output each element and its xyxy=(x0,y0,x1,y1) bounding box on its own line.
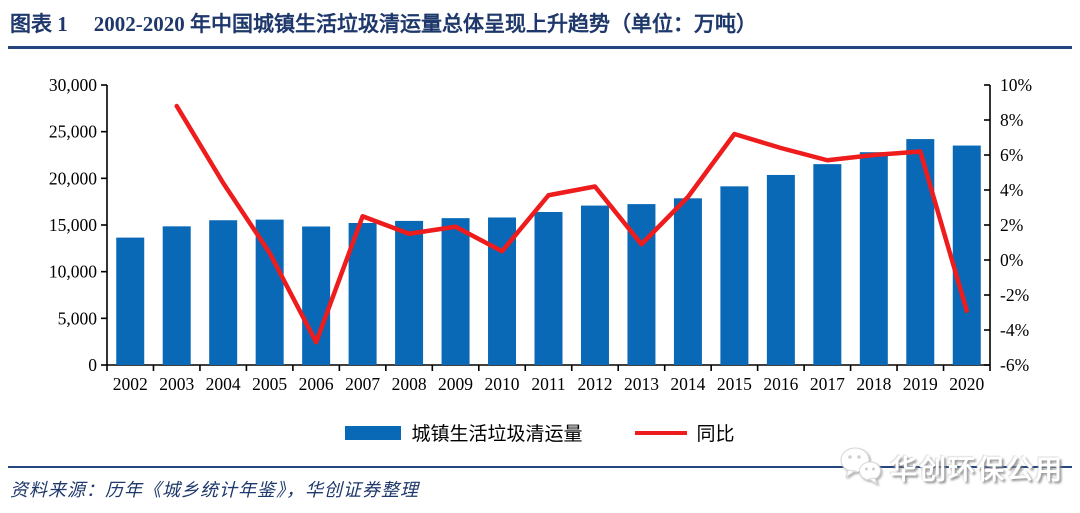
right-axis-tick-label: -4% xyxy=(1000,320,1029,340)
chart-canvas: 0 5,000 10,000 15,000 20,000 25,000 30,000 -6% -… xyxy=(49,75,1032,394)
legend-line-swatch xyxy=(634,430,687,435)
x-axis-category-label: 2008 xyxy=(392,374,427,394)
left-axis-tick-label: 5,000 xyxy=(58,308,98,328)
right-axis-tick-label: 10% xyxy=(1000,75,1032,95)
wechat-icon xyxy=(836,443,886,492)
account-watermark: 华创环保公用 xyxy=(836,441,1064,493)
x-axis-category-label: 2013 xyxy=(624,374,659,394)
right-axis-tick-label: 4% xyxy=(1000,180,1023,200)
figure-title: 2002-2020 年中国城镇生活垃圾清运量总体呈现上升趋势（单位：万吨） xyxy=(93,12,757,36)
bar-2012 xyxy=(580,205,609,365)
x-axis-category-label: 2010 xyxy=(485,374,520,394)
x-axis-category-label: 2015 xyxy=(717,374,752,394)
x-axis-category-label: 2017 xyxy=(810,374,845,394)
title-divider-line xyxy=(8,46,1072,49)
legend-line-label: 同比 xyxy=(696,424,735,445)
bar-2015 xyxy=(720,186,749,365)
x-axis-category-label: 2012 xyxy=(577,374,612,394)
watermark-text: 华创环保公用 xyxy=(890,454,1064,485)
x-axis-category-label: 2019 xyxy=(903,374,938,394)
right-axis-tick-label: 0% xyxy=(1000,250,1023,270)
bar-2016 xyxy=(766,174,795,365)
left-axis-tick-label: 30,000 xyxy=(49,75,97,95)
bar-2008 xyxy=(395,220,424,365)
right-axis-tick-label: 2% xyxy=(1000,215,1023,235)
footer-divider-line xyxy=(8,466,1072,468)
legend-bar-swatch xyxy=(345,425,402,440)
source-note: 资料来源：历年《城乡统计年鉴》，华创证券整理 xyxy=(10,480,419,500)
right-axis-tick-label: -2% xyxy=(1000,285,1029,305)
right-axis-tick-label: -6% xyxy=(1000,355,1029,375)
x-axis-category-label: 2003 xyxy=(159,374,194,394)
figure-label: 图表 1 xyxy=(10,12,68,36)
yoy-line xyxy=(174,103,970,345)
legend-item-bar: 城镇生活垃圾清运量 xyxy=(345,419,583,446)
bar-2014 xyxy=(673,198,702,365)
bar-2019 xyxy=(906,139,935,365)
bar-2017 xyxy=(813,164,842,365)
left-axis-tick-label: 15,000 xyxy=(49,215,97,235)
left-axis-tick-label: 25,000 xyxy=(49,122,97,142)
right-axis-tick-label: 6% xyxy=(1000,145,1023,165)
legend-item-line: 同比 xyxy=(634,419,735,446)
x-axis-category-label: 2006 xyxy=(299,374,334,394)
x-axis-category-label: 2016 xyxy=(763,374,798,394)
bar-2009 xyxy=(441,218,470,365)
right-axis-tick-label: 8% xyxy=(1000,110,1023,130)
x-axis-category-label: 2020 xyxy=(949,374,984,394)
x-axis-category-label: 2014 xyxy=(670,374,705,394)
x-axis-category-label: 2002 xyxy=(113,374,148,394)
x-axis-category-label: 2018 xyxy=(856,374,891,394)
left-axis-tick-label: 20,000 xyxy=(49,168,97,188)
legend-bar-label: 城镇生活垃圾清运量 xyxy=(411,424,583,445)
x-axis-category-label: 2005 xyxy=(252,374,287,394)
bar-2011 xyxy=(534,211,563,365)
x-axis-category-label: 2007 xyxy=(345,374,380,394)
bar-2003 xyxy=(162,226,191,365)
figure-title-row: 图表 1 2002-2020 年中国城镇生活垃圾清运量总体呈现上升趋势（单位：万… xyxy=(10,8,1070,38)
bar-2005 xyxy=(255,219,284,365)
x-axis-category-label: 2004 xyxy=(206,374,241,394)
left-axis-tick-label: 0 xyxy=(88,355,97,375)
left-axis-tick-label: 10,000 xyxy=(49,262,97,282)
bar-2013 xyxy=(627,204,656,365)
bar-2004 xyxy=(209,220,238,365)
chart-legend: 城镇生活垃圾清运量 同比 xyxy=(0,419,1080,446)
x-axis-category-label: 2011 xyxy=(531,374,565,394)
bar-2002 xyxy=(116,237,145,365)
bar-2018 xyxy=(859,152,888,365)
bar-2020 xyxy=(952,145,981,365)
x-axis-category-label: 2009 xyxy=(438,374,473,394)
